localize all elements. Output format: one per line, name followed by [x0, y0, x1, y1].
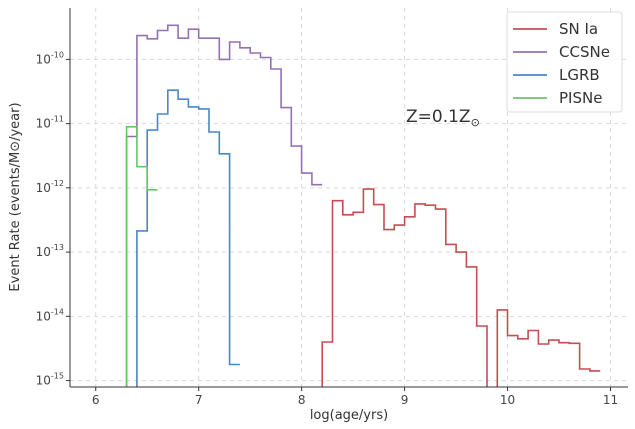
x-tick-label: 6 — [92, 393, 100, 407]
annotation-subscript: ⊙ — [471, 116, 480, 129]
y-tick-label: 10-10 — [36, 50, 64, 66]
series-layer — [125, 24, 601, 387]
y-tick-label: 10-12 — [36, 179, 64, 195]
legend-label: SN Ia — [559, 20, 598, 38]
y-tick-label: 10-13 — [36, 243, 64, 259]
metallicity-annotation: Z=0.1Z⊙ — [406, 107, 480, 129]
annotation-main-text: Z=0.1Z — [406, 107, 471, 127]
y-tick-label: 10-15 — [36, 372, 64, 388]
series-ccsne-line — [125, 24, 323, 387]
legend-label: PISNe — [559, 89, 602, 107]
legend-label: LGRB — [559, 66, 600, 84]
legend-label: CCSNe — [559, 43, 610, 61]
x-tick-label: 7 — [195, 393, 203, 407]
x-tick-label: 11 — [603, 393, 618, 407]
legend: SN Ia CCSNe LGRB PISNe — [506, 11, 623, 113]
legend-box — [506, 11, 623, 113]
x-tick-label: 8 — [298, 393, 306, 407]
x-tick-label: 10 — [500, 393, 515, 407]
x-axis-label: log(age/yrs) — [310, 408, 388, 423]
x-tick-label: 9 — [401, 393, 409, 407]
y-tick-label: 10-11 — [36, 115, 64, 131]
series-sn-ia-line — [321, 188, 601, 387]
y-tick-label: 10-14 — [36, 307, 64, 323]
axes — [66, 8, 628, 391]
series-pisne-line — [125, 126, 158, 387]
y-axis-label: Event Rate (events/M⊙/year) — [8, 102, 23, 291]
series-lgrb-line — [136, 89, 240, 387]
